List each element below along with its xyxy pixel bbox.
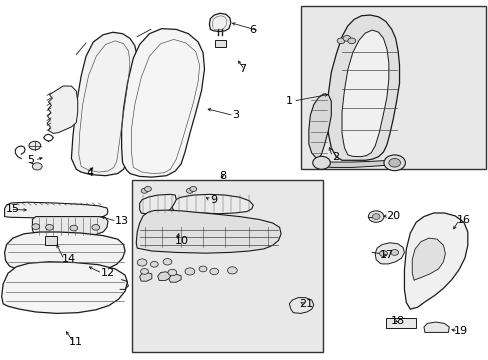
- Polygon shape: [4, 202, 108, 218]
- Polygon shape: [1, 262, 127, 314]
- Polygon shape: [315, 159, 400, 167]
- Circle shape: [45, 225, 53, 230]
- Bar: [132, 180, 322, 352]
- Text: 2: 2: [331, 152, 339, 162]
- Text: 1: 1: [285, 96, 293, 106]
- Polygon shape: [308, 94, 330, 158]
- Text: 21: 21: [299, 299, 313, 309]
- Polygon shape: [140, 273, 152, 281]
- Polygon shape: [47, 86, 78, 134]
- Circle shape: [137, 259, 147, 266]
- Text: 7: 7: [238, 64, 245, 74]
- Circle shape: [388, 158, 400, 167]
- Polygon shape: [172, 194, 253, 214]
- Bar: [300, 6, 485, 169]
- Circle shape: [184, 268, 194, 275]
- Circle shape: [379, 251, 386, 256]
- Text: 9: 9: [210, 195, 217, 205]
- Circle shape: [347, 38, 355, 44]
- Polygon shape: [289, 298, 313, 314]
- Bar: [44, 236, 57, 245]
- Polygon shape: [168, 274, 181, 282]
- Text: 17: 17: [379, 250, 393, 260]
- Polygon shape: [122, 29, 204, 177]
- Circle shape: [371, 214, 379, 220]
- Polygon shape: [327, 15, 399, 160]
- Text: 3: 3: [232, 111, 239, 121]
- Polygon shape: [411, 238, 445, 280]
- Text: 19: 19: [453, 326, 468, 336]
- Circle shape: [150, 261, 158, 267]
- Circle shape: [199, 266, 206, 272]
- Polygon shape: [140, 194, 176, 214]
- Polygon shape: [4, 232, 125, 273]
- Circle shape: [32, 163, 42, 170]
- Circle shape: [367, 211, 383, 222]
- Polygon shape: [423, 322, 448, 332]
- Text: 10: 10: [175, 236, 189, 246]
- Polygon shape: [158, 272, 170, 280]
- Text: 18: 18: [390, 316, 404, 325]
- Circle shape: [32, 224, 40, 229]
- Text: 4: 4: [86, 168, 93, 178]
- Text: 15: 15: [5, 204, 20, 215]
- Text: 8: 8: [219, 171, 225, 181]
- Text: 20: 20: [385, 211, 399, 221]
- Circle shape: [186, 188, 193, 193]
- Polygon shape: [32, 217, 108, 235]
- Polygon shape: [404, 213, 467, 309]
- Bar: [215, 40, 225, 47]
- Circle shape: [163, 258, 171, 265]
- Circle shape: [383, 155, 405, 171]
- Text: 6: 6: [249, 25, 256, 35]
- Circle shape: [209, 268, 218, 275]
- Circle shape: [189, 186, 196, 192]
- Text: 16: 16: [456, 215, 469, 225]
- Circle shape: [336, 38, 344, 44]
- Polygon shape: [374, 243, 404, 264]
- Bar: [385, 318, 415, 328]
- Circle shape: [144, 186, 151, 192]
- Circle shape: [390, 249, 398, 255]
- Text: 13: 13: [115, 216, 129, 226]
- Polygon shape: [341, 30, 388, 157]
- Circle shape: [167, 269, 176, 276]
- Circle shape: [342, 36, 350, 41]
- Text: 12: 12: [101, 268, 115, 278]
- Polygon shape: [71, 32, 138, 176]
- Circle shape: [312, 156, 330, 169]
- Circle shape: [141, 188, 148, 193]
- Circle shape: [29, 141, 41, 150]
- Text: 5: 5: [27, 155, 35, 165]
- Circle shape: [70, 225, 78, 231]
- Circle shape: [227, 267, 237, 274]
- Text: 14: 14: [61, 254, 76, 264]
- Circle shape: [141, 269, 148, 274]
- Polygon shape: [136, 210, 281, 253]
- Text: 11: 11: [69, 337, 83, 347]
- Polygon shape: [209, 13, 230, 32]
- Circle shape: [92, 225, 100, 230]
